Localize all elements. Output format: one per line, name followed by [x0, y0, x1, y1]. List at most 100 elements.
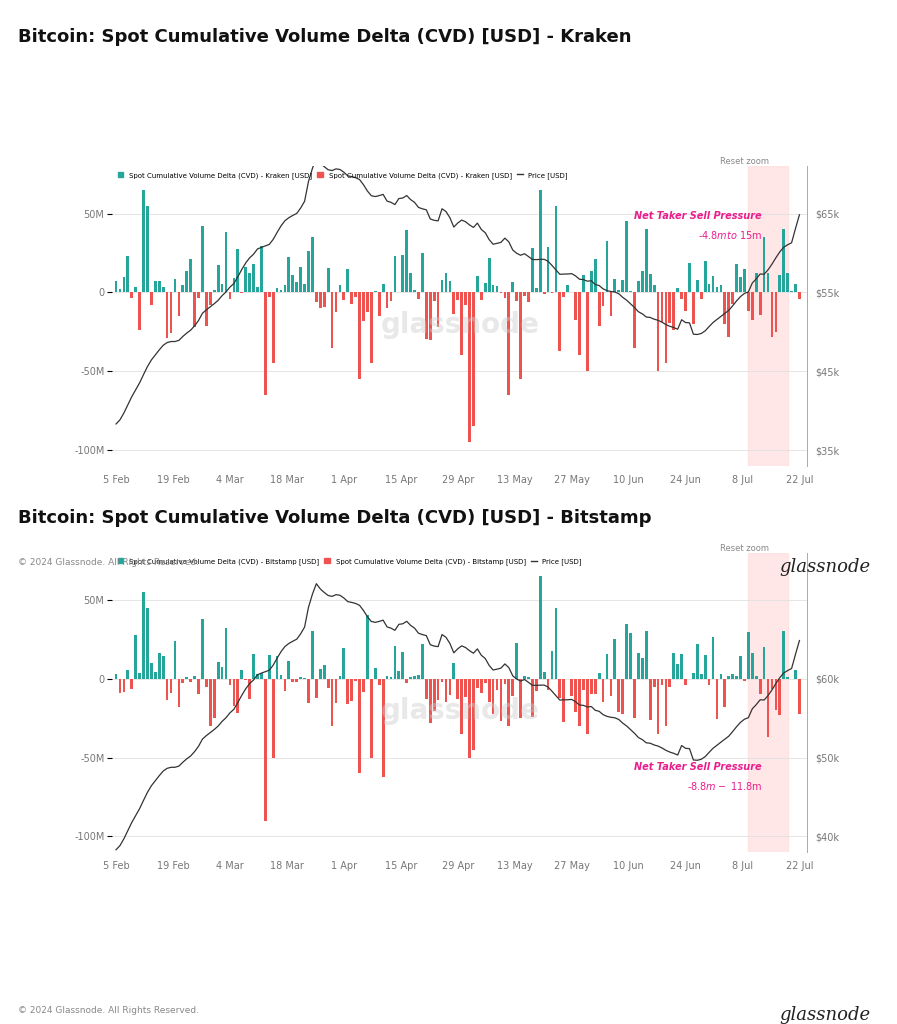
Bar — [370, 293, 373, 364]
Bar — [158, 282, 161, 293]
Bar — [692, 673, 695, 679]
Bar — [150, 293, 152, 305]
Bar — [680, 293, 683, 299]
Bar — [389, 293, 392, 301]
Bar — [570, 679, 573, 695]
Text: Bitcoin: Spot Cumulative Volume Delta (CVD) [USD] - Kraken: Bitcoin: Spot Cumulative Volume Delta (C… — [18, 28, 631, 46]
Bar — [597, 293, 600, 326]
Text: -$4.8m to ~$15m: -$4.8m to ~$15m — [698, 229, 762, 242]
Bar — [602, 293, 605, 306]
Bar — [787, 273, 789, 293]
Bar — [307, 251, 309, 293]
Bar — [562, 679, 565, 722]
Bar — [252, 654, 255, 679]
Bar — [178, 293, 180, 316]
Bar — [414, 291, 416, 293]
Bar — [716, 287, 718, 293]
Bar — [414, 676, 416, 679]
Bar — [123, 679, 126, 691]
Bar — [500, 679, 502, 721]
Bar — [748, 553, 788, 852]
Bar — [382, 679, 385, 776]
Bar — [527, 293, 530, 302]
Bar — [468, 679, 471, 758]
Bar — [229, 679, 231, 685]
Bar — [295, 679, 298, 682]
Bar — [755, 273, 758, 293]
Bar — [161, 655, 164, 679]
Bar — [787, 677, 789, 679]
Bar — [409, 273, 412, 293]
Bar — [213, 290, 215, 293]
Bar — [417, 675, 420, 679]
Bar — [197, 293, 200, 298]
Bar — [546, 679, 550, 690]
Bar — [397, 671, 400, 679]
Bar — [170, 679, 172, 693]
Bar — [118, 289, 121, 293]
Bar — [779, 679, 781, 716]
Bar — [684, 679, 687, 685]
Bar — [472, 679, 475, 750]
Bar — [539, 189, 542, 293]
Text: Reset zoom: Reset zoom — [720, 544, 770, 553]
Bar — [515, 293, 518, 300]
Bar — [696, 644, 699, 679]
Bar — [123, 278, 126, 293]
Bar — [197, 679, 200, 694]
Bar — [676, 288, 679, 293]
Bar — [767, 679, 770, 736]
Bar — [622, 281, 624, 293]
Bar — [237, 679, 239, 714]
Bar — [240, 670, 243, 679]
Bar — [539, 577, 542, 679]
Bar — [597, 674, 600, 679]
Bar — [731, 674, 734, 679]
Text: Net Taker Sell Pressure: Net Taker Sell Pressure — [634, 211, 762, 221]
Bar — [543, 293, 545, 294]
Bar — [118, 679, 121, 693]
Bar — [511, 679, 514, 696]
Bar — [503, 679, 506, 684]
Bar — [174, 641, 177, 679]
Bar — [181, 285, 184, 293]
Bar — [653, 679, 656, 686]
Legend: Spot Cumulative Volume Delta (CVD) - Kraken [USD], Spot Cumulative Volume Delta : Spot Cumulative Volume Delta (CVD) - Kra… — [116, 170, 570, 180]
Bar — [657, 679, 659, 734]
Bar — [704, 655, 707, 679]
Bar — [771, 293, 773, 337]
Text: Net Taker Sell Pressure: Net Taker Sell Pressure — [634, 762, 762, 772]
Bar — [445, 273, 448, 293]
Bar — [633, 293, 636, 347]
Bar — [323, 665, 326, 679]
Bar — [193, 677, 196, 679]
Bar — [731, 293, 734, 303]
Bar — [711, 637, 714, 679]
Bar — [727, 676, 730, 679]
Bar — [138, 673, 141, 679]
Bar — [704, 261, 707, 293]
Bar — [126, 256, 129, 293]
Bar — [335, 293, 337, 312]
Bar — [617, 679, 620, 713]
Bar — [437, 679, 440, 699]
Bar — [727, 293, 730, 337]
Bar — [232, 279, 235, 293]
Bar — [209, 293, 212, 305]
Bar — [476, 679, 479, 688]
Bar — [346, 679, 349, 705]
Bar — [303, 285, 306, 293]
Bar — [649, 273, 651, 293]
Bar — [759, 679, 762, 693]
Bar — [743, 269, 745, 293]
Bar — [366, 614, 369, 679]
Bar — [751, 652, 753, 679]
Text: -$8.8m - ~$11.8m: -$8.8m - ~$11.8m — [686, 780, 762, 793]
Bar — [605, 241, 608, 293]
Bar — [275, 289, 278, 293]
Bar — [161, 287, 164, 293]
Bar — [275, 656, 278, 679]
Bar — [759, 293, 762, 315]
Bar — [649, 679, 651, 720]
Bar — [535, 289, 537, 293]
